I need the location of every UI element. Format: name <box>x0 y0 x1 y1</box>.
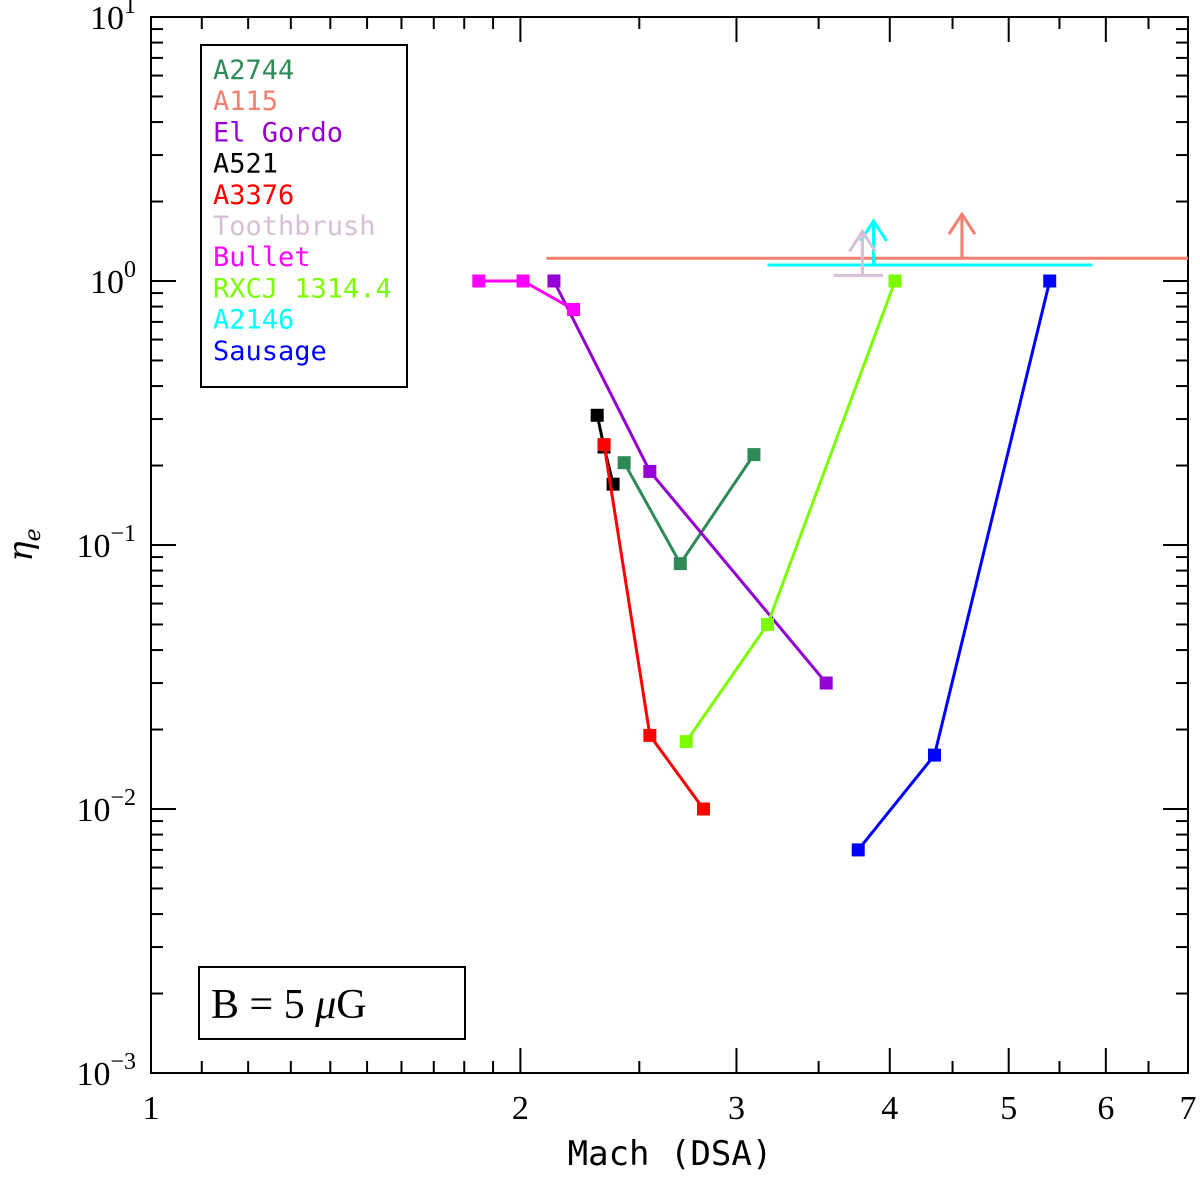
data-point <box>747 448 761 462</box>
annotation-mu: μ <box>314 982 336 1028</box>
y-tick-exponent: 0 <box>124 257 136 283</box>
lower-limit-arrow-head <box>947 211 977 236</box>
data-point <box>590 408 604 422</box>
legend-entry: A521 <box>213 149 278 180</box>
field-annotation: B = 5 μG <box>198 966 466 1040</box>
x-axis-title: Mach (DSA) <box>568 1134 773 1174</box>
y-tick-exponent: −1 <box>110 521 136 547</box>
data-point <box>679 735 693 749</box>
legend-entry: A2744 <box>213 55 294 86</box>
data-point <box>927 748 941 762</box>
legend-entry: A3376 <box>213 180 294 211</box>
data-point <box>547 274 561 288</box>
lower-limit-lines <box>546 211 1188 277</box>
data-point <box>1043 274 1057 288</box>
data-series <box>472 274 1057 857</box>
data-point <box>643 464 657 478</box>
y-tick-exponent: 1 <box>124 0 136 19</box>
data-point <box>851 843 865 857</box>
data-point <box>643 728 657 742</box>
x-tick-label: 3 <box>728 1090 745 1127</box>
lower-limit-arrow-head <box>848 228 877 253</box>
data-point <box>567 302 581 316</box>
legend-box <box>200 44 408 388</box>
legend-entry: Toothbrush <box>213 211 376 242</box>
x-tick-labels: 1 2 3 4 5 6 7 <box>143 1090 1197 1127</box>
x-tick-label: 5 <box>1000 1090 1017 1127</box>
legend-entry: Sausage <box>213 336 327 367</box>
data-point <box>888 274 902 288</box>
y-tick-label: 10−2 <box>76 785 136 829</box>
data-point <box>696 802 710 816</box>
x-tick-label: 2 <box>512 1090 529 1127</box>
series-line <box>857 280 1052 851</box>
legend-entry: A2146 <box>213 305 294 336</box>
y-tick-base: 10 <box>90 264 124 301</box>
annotation-text: B = 5 μG <box>211 982 367 1028</box>
annotation-suffix: G <box>336 982 366 1028</box>
x-tick-label: 1 <box>143 1090 160 1127</box>
data-point <box>761 617 775 631</box>
y-tick-exponent: −3 <box>110 1049 136 1075</box>
y-tick-base: 10 <box>76 1056 110 1093</box>
y-tick-exponent: −2 <box>110 785 136 811</box>
y-tick-label: 10−3 <box>76 1049 136 1093</box>
data-point <box>597 438 611 452</box>
y-tick-base: 10 <box>76 792 110 829</box>
legend-entry: RXCJ 1314.4 <box>213 273 392 304</box>
series-line <box>684 280 897 743</box>
y-axis-title: ηe <box>1 528 46 561</box>
annotation-prefix: B = 5 <box>211 982 315 1028</box>
y-tick-label: 100 <box>90 257 136 301</box>
data-point <box>472 274 486 288</box>
x-tick-label: 6 <box>1097 1090 1114 1127</box>
axis-ticks <box>150 16 1189 1074</box>
series-line <box>602 444 705 810</box>
x-tick-label: 4 <box>881 1090 898 1127</box>
y-axis-symbol: η <box>1 541 41 562</box>
x-tick-label: 7 <box>1180 1090 1197 1127</box>
series-line <box>552 280 828 684</box>
legend-entry: Bullet <box>213 242 311 273</box>
data-point <box>819 676 833 690</box>
y-tick-base: 10 <box>76 528 110 565</box>
data-point <box>617 456 631 470</box>
y-tick-base: 10 <box>90 0 124 37</box>
data-point <box>673 557 687 571</box>
y-axis-subscript: e <box>21 528 46 541</box>
y-tick-label: 10−1 <box>76 521 136 565</box>
legend-entry: A115 <box>213 86 278 117</box>
y-tick-label: 101 <box>90 0 136 37</box>
legend-entry: El Gordo <box>213 117 343 148</box>
data-point <box>516 274 530 288</box>
annotation-box <box>198 966 466 1040</box>
